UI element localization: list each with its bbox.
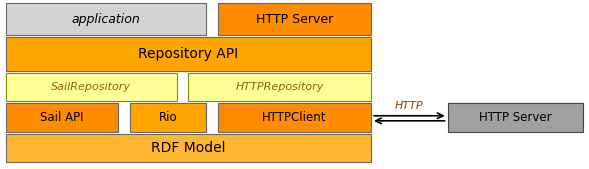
FancyBboxPatch shape bbox=[218, 3, 371, 35]
FancyBboxPatch shape bbox=[6, 37, 371, 71]
Text: HTTP Server: HTTP Server bbox=[479, 111, 552, 124]
FancyBboxPatch shape bbox=[6, 103, 118, 132]
FancyBboxPatch shape bbox=[130, 103, 206, 132]
Text: SailRepository: SailRepository bbox=[51, 82, 131, 92]
Text: Repository API: Repository API bbox=[138, 47, 239, 61]
Text: HTTP Server: HTTP Server bbox=[256, 13, 333, 26]
Text: Rio: Rio bbox=[158, 111, 177, 124]
Text: HTTP: HTTP bbox=[395, 101, 423, 111]
FancyBboxPatch shape bbox=[6, 134, 371, 162]
Text: Sail API: Sail API bbox=[40, 111, 84, 124]
FancyBboxPatch shape bbox=[448, 103, 583, 132]
Text: HTTPClient: HTTPClient bbox=[262, 111, 327, 124]
Text: RDF Model: RDF Model bbox=[151, 141, 226, 155]
Text: HTTPRepository: HTTPRepository bbox=[236, 82, 324, 92]
FancyBboxPatch shape bbox=[6, 73, 177, 101]
FancyBboxPatch shape bbox=[218, 103, 371, 132]
Text: application: application bbox=[72, 13, 140, 26]
FancyBboxPatch shape bbox=[6, 3, 206, 35]
FancyBboxPatch shape bbox=[188, 73, 371, 101]
